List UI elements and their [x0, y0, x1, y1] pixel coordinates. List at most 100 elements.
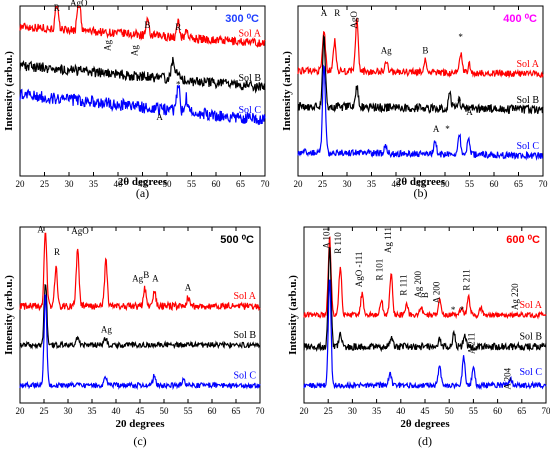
x-tick-label: 40 — [392, 179, 402, 189]
x-tick-label: 45 — [421, 406, 431, 416]
x-tick-label: 45 — [416, 179, 426, 189]
panel-caption: (a) — [136, 186, 149, 200]
series-label: Sol A — [519, 300, 542, 311]
x-tick-label: 20 — [300, 406, 310, 416]
series-line-sol-c — [303, 279, 547, 391]
x-tick-label: 45 — [136, 406, 146, 416]
x-tick-label: 30 — [343, 179, 353, 189]
series-label: Sol C — [519, 367, 542, 378]
panel-caption: (c) — [133, 434, 146, 448]
x-tick-label: 30 — [64, 406, 74, 416]
peak-annotation: B — [422, 46, 428, 56]
x-tick-label: 65 — [514, 179, 524, 189]
peak-annotation: R 111 — [399, 275, 409, 296]
x-tick-label: 50 — [163, 179, 173, 189]
panel-title: 500 ⁰C — [220, 234, 254, 246]
panel-title: 300 ⁰C — [225, 13, 259, 25]
peak-annotation: Ag — [101, 325, 112, 335]
series-label: Sol A — [516, 59, 539, 70]
peak-annotation: R — [54, 3, 60, 13]
panel-caption: (d) — [418, 434, 432, 448]
peak-annotation: A — [185, 282, 192, 292]
series-label: Sol B — [516, 95, 539, 106]
x-tick-label: 50 — [441, 179, 451, 189]
x-tick-label: 35 — [88, 406, 98, 416]
x-tick-label: 25 — [324, 406, 334, 416]
peak-annotation: * — [451, 305, 456, 315]
peak-annotation: R 101 — [374, 259, 384, 281]
peak-annotation: A — [433, 124, 440, 134]
peak-annotation: Ag — [130, 45, 140, 56]
x-tick-label: 35 — [372, 406, 382, 416]
peak-annotation: * — [460, 305, 465, 315]
x-tick-label: 55 — [187, 179, 197, 189]
x-tick-label: 50 — [445, 406, 455, 416]
y-axis-label: Intensity (arb.u.) — [3, 275, 15, 355]
peak-annotation: * — [457, 97, 462, 107]
peak-annotation: Ag 200 — [413, 271, 423, 298]
peak-annotation: R 211 — [462, 269, 472, 290]
x-tick-label: 70 — [542, 406, 550, 416]
peak-annotation: A — [152, 274, 159, 284]
x-tick-label: 70 — [261, 179, 271, 189]
series-line-sol-b — [297, 34, 544, 115]
series-label: Sol B — [519, 332, 542, 343]
peak-annotation: R 110 — [333, 232, 343, 254]
peak-annotation: R — [334, 8, 340, 18]
peak-annotation: A — [321, 8, 328, 18]
x-tick-label: 65 — [232, 406, 242, 416]
x-tick-label: 65 — [517, 406, 527, 416]
panel-4: 20 25 30 35 40 45 50 55 60 65 70 Sol A Sol B Sol C A 1… — [287, 226, 550, 448]
x-tick-label: 35 — [367, 179, 377, 189]
series-line-sol-a — [297, 17, 544, 79]
x-tick-label: 60 — [212, 179, 222, 189]
x-tick-label: 55 — [469, 406, 479, 416]
peak-annotation: B — [144, 20, 150, 30]
series-line-sol-a — [303, 236, 547, 320]
peak-annotation: * — [176, 80, 181, 90]
x-tick-label: 40 — [396, 406, 406, 416]
peak-annotation: AgO -111 — [354, 252, 364, 288]
peak-annotation: * — [445, 124, 450, 134]
x-tick-label: 20 — [16, 406, 26, 416]
peak-annotation: Ag — [132, 274, 143, 284]
y-axis-label: Intensity (arb.u.) — [281, 51, 293, 131]
series-label: Sol B — [238, 73, 261, 84]
peak-annotation: A — [37, 224, 44, 234]
x-tick-label: 45 — [138, 179, 148, 189]
panel-title: 400 ⁰C — [503, 13, 537, 25]
series-line-sol-b — [19, 283, 261, 350]
series-label: Sol C — [516, 141, 539, 152]
panel-3: 20 25 30 35 40 45 50 55 60 65 70 Sol A Sol B Sol C A R A… — [3, 224, 265, 448]
x-tick-label: 50 — [160, 406, 170, 416]
x-tick-label: 70 — [256, 406, 266, 416]
panel-title: 600 ⁰C — [506, 234, 540, 246]
x-tick-label: 65 — [236, 179, 246, 189]
x-tick-label: 25 — [40, 406, 50, 416]
x-axis-label: 20 degrees — [116, 418, 166, 430]
y-axis-label: Intensity (arb.u.) — [287, 275, 299, 355]
x-tick-label: 60 — [493, 406, 503, 416]
peak-annotation: R — [54, 247, 60, 257]
peak-annotation: R — [175, 22, 181, 32]
x-tick-label: 35 — [89, 179, 99, 189]
x-tick-label: 55 — [184, 406, 194, 416]
x-tick-label: 40 — [114, 179, 124, 189]
series-label: Sol A — [238, 29, 261, 40]
x-tick-label: 25 — [318, 179, 328, 189]
peak-annotation: B — [420, 292, 430, 298]
series-line-sol-c — [19, 85, 266, 126]
peak-annotation: Ag 111 — [383, 227, 393, 253]
x-tick-label: 20 — [294, 179, 304, 189]
x-tick-label: 70 — [539, 179, 549, 189]
y-axis-label: Intensity (arb.u.) — [3, 51, 15, 131]
series-line-sol-a — [19, 232, 261, 312]
x-tick-label: 55 — [465, 179, 475, 189]
peak-annotation: B — [143, 270, 149, 280]
x-tick-label: 30 — [348, 406, 358, 416]
series-label: Sol C — [233, 370, 256, 381]
series-line-sol-b — [303, 247, 547, 353]
x-tick-label: 20 — [16, 179, 26, 189]
series-label: Sol A — [233, 291, 256, 302]
